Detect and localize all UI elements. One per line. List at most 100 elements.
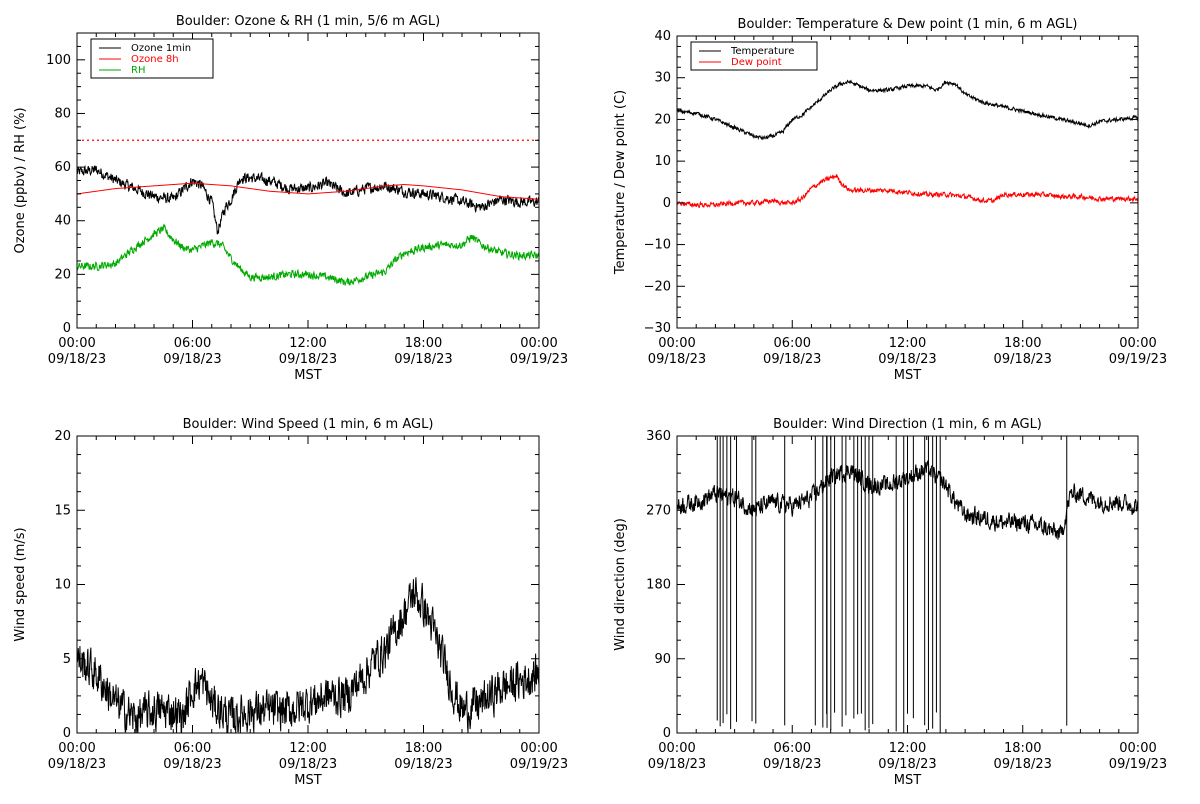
x-tick-label-date: 09/18/23: [878, 757, 936, 772]
legend-label: Ozone 1min: [131, 43, 191, 54]
y-tick-label: 10: [54, 578, 71, 593]
x-tick-label-date: 09/18/23: [994, 352, 1052, 367]
ozone-rh-panel: Boulder: Ozone & RH (1 min, 5/6 m AGL) 0 2…: [13, 14, 568, 383]
x-tick-label-time: 12:00: [289, 336, 326, 351]
x-tick-label-date: 09/18/23: [279, 757, 337, 772]
y-tick-label: 180: [646, 578, 671, 593]
legend-label: Ozone 8h: [131, 54, 179, 65]
x-tick-label-date: 09/18/23: [163, 757, 221, 772]
chart-title: Boulder: Ozone & RH (1 min, 5/6 m AGL): [176, 14, 440, 29]
y-tick-label: 10: [654, 154, 671, 169]
y-tick-label: 0: [663, 196, 671, 211]
plot-area: [677, 436, 1138, 733]
y-axis-label: Wind speed (m/s): [13, 527, 28, 641]
x-tick-label-time: 18:00: [405, 741, 442, 756]
y-tick-label: 270: [646, 503, 671, 518]
x-tick-label-time: 00:00: [58, 336, 95, 351]
chart-title: Boulder: Wind Direction (1 min, 6 m AGL): [773, 417, 1042, 432]
x-tick-label-time: 12:00: [889, 741, 926, 756]
x-tick-label-time: 00:00: [658, 741, 695, 756]
y-axis-label: Wind direction (deg): [613, 518, 628, 651]
wind-direction-panel: Boulder: Wind Direction (1 min, 6 m AGL)…: [613, 417, 1167, 788]
legend-label: RH: [131, 65, 145, 76]
y-tick-label: 0: [663, 726, 671, 741]
y-tick-label: 40: [654, 29, 671, 44]
y-tick-label: 15: [54, 503, 71, 518]
x-tick-label-time: 00:00: [658, 336, 695, 351]
x-axis-label: MST: [294, 368, 321, 383]
y-tick-label: 90: [654, 652, 671, 667]
wind-speed-panel: Boulder: Wind Speed (1 min, 6 m AGL) 0 5 10…: [13, 417, 568, 788]
y-axis-label: Temperature / Dew point (C): [613, 90, 628, 275]
legend-box: [690, 41, 818, 71]
series-line-temperature: [677, 79, 1138, 141]
x-tick-label-date: 09/18/23: [394, 352, 452, 367]
x-tick-label-time: 18:00: [1004, 741, 1041, 756]
x-tick-label-time: 06:00: [774, 741, 811, 756]
series-line-ozone-1min: [77, 164, 539, 235]
series-line-wind-speed: [77, 577, 539, 733]
x-tick-label-date: 09/18/23: [48, 757, 106, 772]
x-tick-label-time: 00:00: [520, 336, 557, 351]
y-axis-label: Ozone (ppbv) / RH (%): [13, 107, 28, 253]
x-tick-label-date: 09/19/23: [1109, 352, 1167, 367]
y-tick-label: 5: [63, 652, 71, 667]
y-tick-label: 30: [654, 71, 671, 86]
x-tick-label-time: 12:00: [289, 741, 326, 756]
x-axis-label: MST: [894, 368, 921, 383]
x-tick-label-time: 12:00: [889, 336, 926, 351]
x-tick-label-date: 09/18/23: [763, 352, 821, 367]
x-tick-label-time: 18:00: [1004, 336, 1041, 351]
temperature-dewpoint-panel: Boulder: Temperature & Dew point (1 min,…: [613, 17, 1167, 383]
x-tick-label-time: 00:00: [1119, 336, 1156, 351]
series-line-ozone-8h: [77, 182, 539, 200]
x-tick-label-date: 09/19/23: [1109, 757, 1167, 772]
y-tick-label: 80: [54, 106, 71, 121]
x-tick-label-date: 09/18/23: [648, 352, 706, 367]
x-tick-label-date: 09/19/23: [510, 352, 568, 367]
chart-title: Boulder: Temperature & Dew point (1 min,…: [738, 17, 1078, 32]
x-tick-label-date: 09/18/23: [878, 352, 936, 367]
x-axis-label: MST: [894, 773, 921, 788]
y-tick-label: 20: [54, 429, 71, 444]
y-tick-label: 0: [63, 726, 71, 741]
plot-area: [77, 577, 539, 733]
y-tick-label: −10: [644, 238, 671, 253]
y-tick-label: −20: [644, 279, 671, 294]
y-tick-label: 20: [54, 267, 71, 282]
x-tick-label-time: 18:00: [405, 336, 442, 351]
legend-label: Temperature: [730, 46, 794, 57]
y-tick-label: 20: [654, 112, 671, 127]
x-tick-label-date: 09/18/23: [763, 757, 821, 772]
y-tick-label: 0: [63, 321, 71, 336]
x-tick-label-date: 09/19/23: [510, 757, 568, 772]
x-tick-label-date: 09/18/23: [163, 352, 221, 367]
x-tick-label-time: 00:00: [1119, 741, 1156, 756]
plot-area: [677, 79, 1138, 209]
x-tick-label-time: 00:00: [58, 741, 95, 756]
x-axis-label: MST: [294, 773, 321, 788]
y-tick-label: 360: [646, 429, 671, 444]
x-tick-label-date: 09/18/23: [648, 757, 706, 772]
series-line-rh: [77, 223, 539, 286]
legend-label: Dew point: [731, 57, 782, 68]
x-tick-label-date: 09/18/23: [48, 352, 106, 367]
chart-title: Boulder: Wind Speed (1 min, 6 m AGL): [183, 417, 434, 432]
y-tick-label: 40: [54, 214, 71, 229]
series-line-wind-direction: [677, 436, 1138, 733]
plot-frame: [676, 35, 1139, 329]
x-tick-label-date: 09/18/23: [394, 757, 452, 772]
y-tick-label: 60: [54, 160, 71, 175]
plot-frame: [76, 435, 540, 734]
x-tick-label-date: 09/18/23: [279, 352, 337, 367]
y-tick-label: 100: [46, 53, 71, 68]
x-tick-label-date: 09/18/23: [994, 757, 1052, 772]
plot-area: [77, 164, 539, 286]
x-tick-label-time: 06:00: [774, 336, 811, 351]
x-tick-label-time: 06:00: [174, 336, 211, 351]
y-tick-label: −30: [644, 321, 671, 336]
